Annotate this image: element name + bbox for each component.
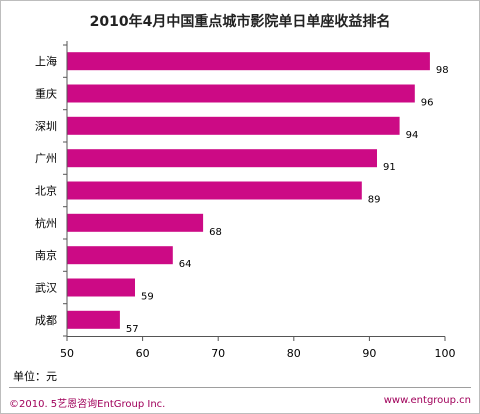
x-tick-label: 90	[362, 347, 376, 360]
chart-title: 2010年4月中国重点城市影院单日单座收益排名	[89, 14, 391, 30]
category-label: 北京	[35, 184, 57, 198]
footer-divider	[9, 387, 471, 388]
category-label: 广州	[35, 152, 57, 165]
x-tick-label: 100	[435, 347, 456, 360]
data-label: 96	[421, 98, 434, 109]
category-label: 重庆	[35, 87, 57, 101]
unit-label: 单位：元	[13, 370, 57, 383]
x-tick-label: 80	[287, 347, 301, 360]
x-tick-label: 50	[60, 347, 74, 360]
bar	[67, 213, 204, 232]
data-label: 59	[141, 292, 154, 303]
data-label: 68	[209, 227, 222, 238]
bar	[67, 149, 377, 168]
bar	[67, 310, 120, 329]
bar	[67, 181, 362, 200]
data-label: 64	[179, 259, 192, 270]
copyright-text: ©2010. 5艺恩咨询EntGroup Inc.	[9, 399, 166, 410]
bar	[67, 116, 400, 135]
x-tick-label: 60	[136, 347, 150, 360]
website-link[interactable]: www.entgroup.cn	[383, 395, 471, 406]
data-label: 91	[383, 162, 396, 173]
category-label: 成都	[35, 314, 57, 327]
bar	[67, 278, 135, 297]
category-label: 上海	[35, 54, 57, 68]
data-label: 89	[368, 195, 381, 206]
x-tick-label: 70	[211, 347, 225, 360]
data-label: 94	[406, 130, 419, 141]
bar-chart: 上海 98 重庆 96 深圳 94 广州 91 北京 89 杭州 68 南京 64 武汉 59 成都 57 50 60…	[35, 41, 456, 360]
category-label: 杭州	[35, 216, 57, 230]
category-label: 深圳	[35, 120, 57, 133]
bar	[67, 84, 415, 103]
category-label: 武汉	[35, 282, 57, 295]
bar	[67, 246, 173, 265]
data-label: 57	[126, 324, 139, 335]
bar	[67, 52, 430, 71]
category-label: 南京	[35, 248, 57, 262]
data-label: 98	[436, 65, 449, 76]
